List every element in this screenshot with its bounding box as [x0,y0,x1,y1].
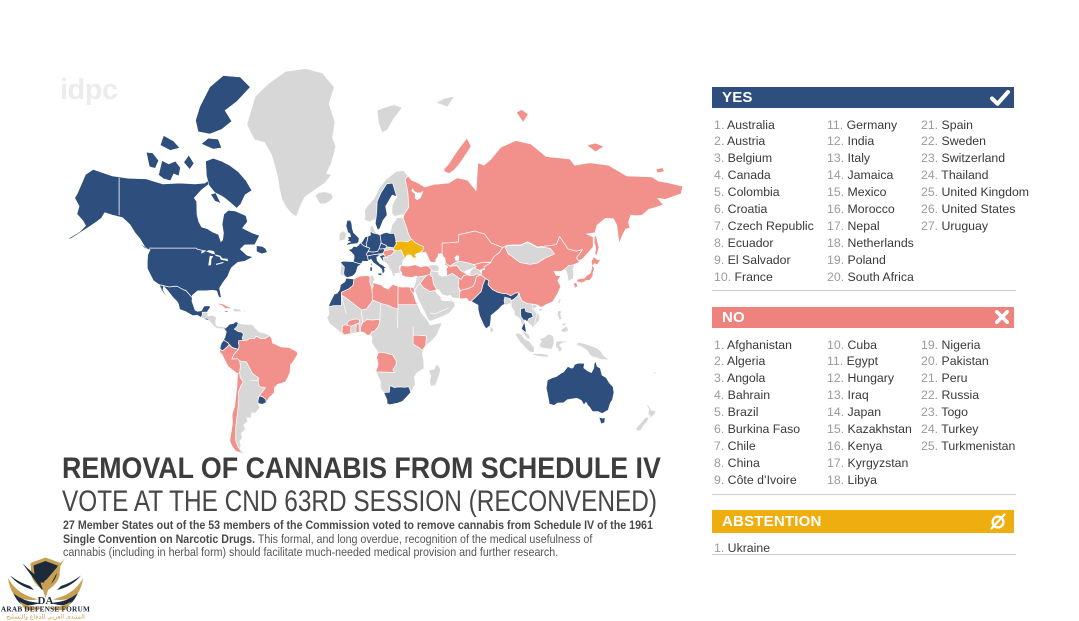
svg-text:ARAB DEFENSE FORUM: ARAB DEFENSE FORUM [1,605,90,614]
svg-text:DA: DA [38,595,54,607]
svg-text:المنتدى العربي للدفاع والتسليح: المنتدى العربي للدفاع والتسليح [6,614,85,621]
